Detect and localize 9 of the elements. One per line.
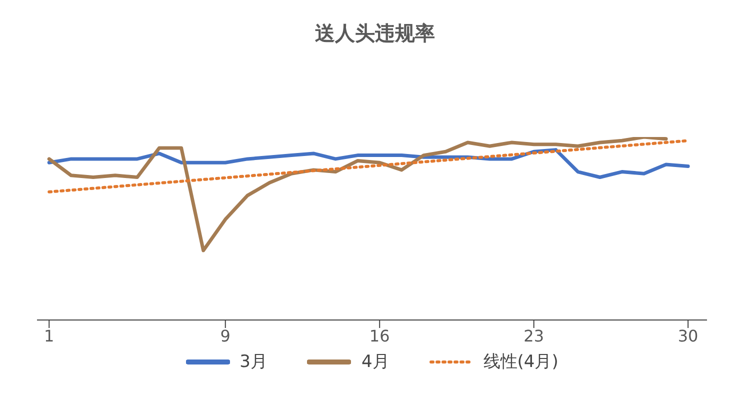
x-tick-label: 9 — [220, 326, 230, 346]
chart-title: 送人头违规率 — [314, 20, 436, 47]
x-tick-label: 23 — [524, 326, 544, 346]
legend-label: 线性(4月) — [483, 351, 558, 373]
x-tick-label: 16 — [369, 326, 390, 346]
x-tick-label: 30 — [678, 326, 698, 346]
legend-label: 4月 — [361, 351, 390, 373]
legend-label: 3月 — [240, 351, 268, 373]
x-tick-label: 1 — [44, 326, 54, 346]
